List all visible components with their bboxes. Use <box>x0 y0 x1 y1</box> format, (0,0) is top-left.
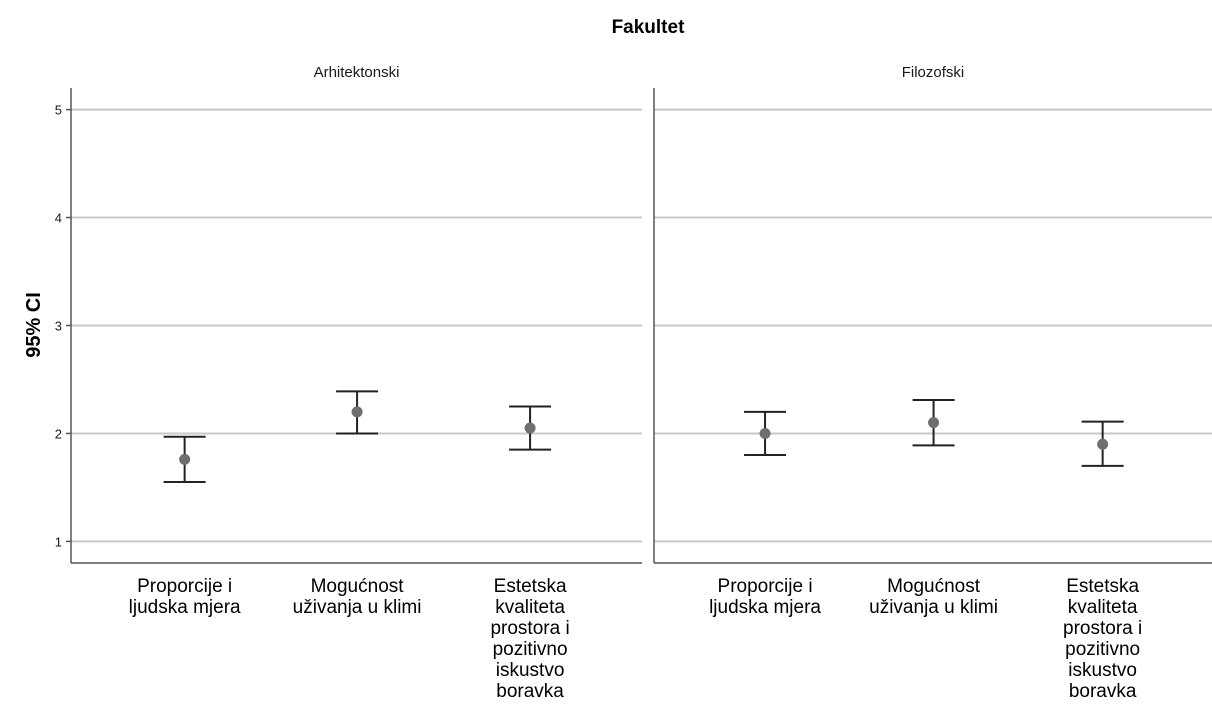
x-tick-label-line: ljudska mjera <box>129 597 241 618</box>
x-tick-label-line: pozitivno <box>493 639 568 660</box>
mean-point <box>524 422 536 434</box>
x-tick-label-line: Mogućnost <box>887 576 981 597</box>
x-tick-label: Mogućnost uživanja u klimi <box>293 576 422 618</box>
mean-point <box>759 427 771 439</box>
x-tick-label-line: Mogućnost <box>311 576 405 597</box>
y-tick-label: 1 <box>55 534 62 549</box>
y-tick-label: 4 <box>55 211 62 226</box>
x-tick-label: Proporcije i ljudska mjera <box>709 576 821 618</box>
x-tick-label-line: uživanja u klimi <box>869 597 998 618</box>
x-tick-label: Estetska kvaliteta prostora i pozitivno isku… <box>490 576 569 702</box>
x-tick-label-line: Proporcije i <box>718 576 813 597</box>
x-tick-label-line: pozitivno <box>1065 639 1140 660</box>
mean-point <box>928 417 940 429</box>
panel-2: Filozofski Proporcije i ljudska mjera Moguć… <box>653 64 1212 702</box>
x-tick-label-line: iskustvo <box>496 660 565 681</box>
y-tick-label: 2 <box>55 426 62 441</box>
y-axis-label: 95% CI <box>23 292 45 358</box>
x-tick-label-line: iskustvo <box>1068 660 1137 681</box>
x-tick-label-line: prostora i <box>490 618 569 639</box>
x-tick-label: Estetska kvaliteta prostora i pozitivno isku… <box>1063 576 1142 702</box>
mean-point <box>351 406 363 418</box>
x-tick-label-line: prostora i <box>1063 618 1142 639</box>
y-tick-label: 5 <box>55 103 62 118</box>
panel-1: Arhitektonski 1 2 3 4 5 Proporcije i ljudska mj… <box>55 64 642 702</box>
x-tick-label: Mogućnost uživanja u klimi <box>869 576 998 618</box>
mean-point <box>1097 438 1109 450</box>
panel-title: Arhitektonski <box>314 64 400 81</box>
x-tick-label-line: boravka <box>1069 681 1137 702</box>
x-tick-label-line: uživanja u klimi <box>293 597 422 618</box>
x-tick-label-line: Estetska <box>1066 576 1139 597</box>
x-tick-label-line: kvaliteta <box>1068 597 1138 618</box>
y-tick-label: 3 <box>55 319 62 334</box>
x-tick-label-line: kvaliteta <box>495 597 565 618</box>
panel-title: Filozofski <box>902 64 965 81</box>
x-tick-label-line: Estetska <box>494 576 567 597</box>
x-tick-label: Proporcije i ljudska mjera <box>129 576 241 618</box>
mean-point <box>179 453 191 465</box>
x-tick-label-line: Proporcije i <box>137 576 232 597</box>
x-tick-label-line: boravka <box>496 681 564 702</box>
x-tick-label-line: ljudska mjera <box>709 597 821 618</box>
chart-title: Fakultet <box>612 17 686 38</box>
